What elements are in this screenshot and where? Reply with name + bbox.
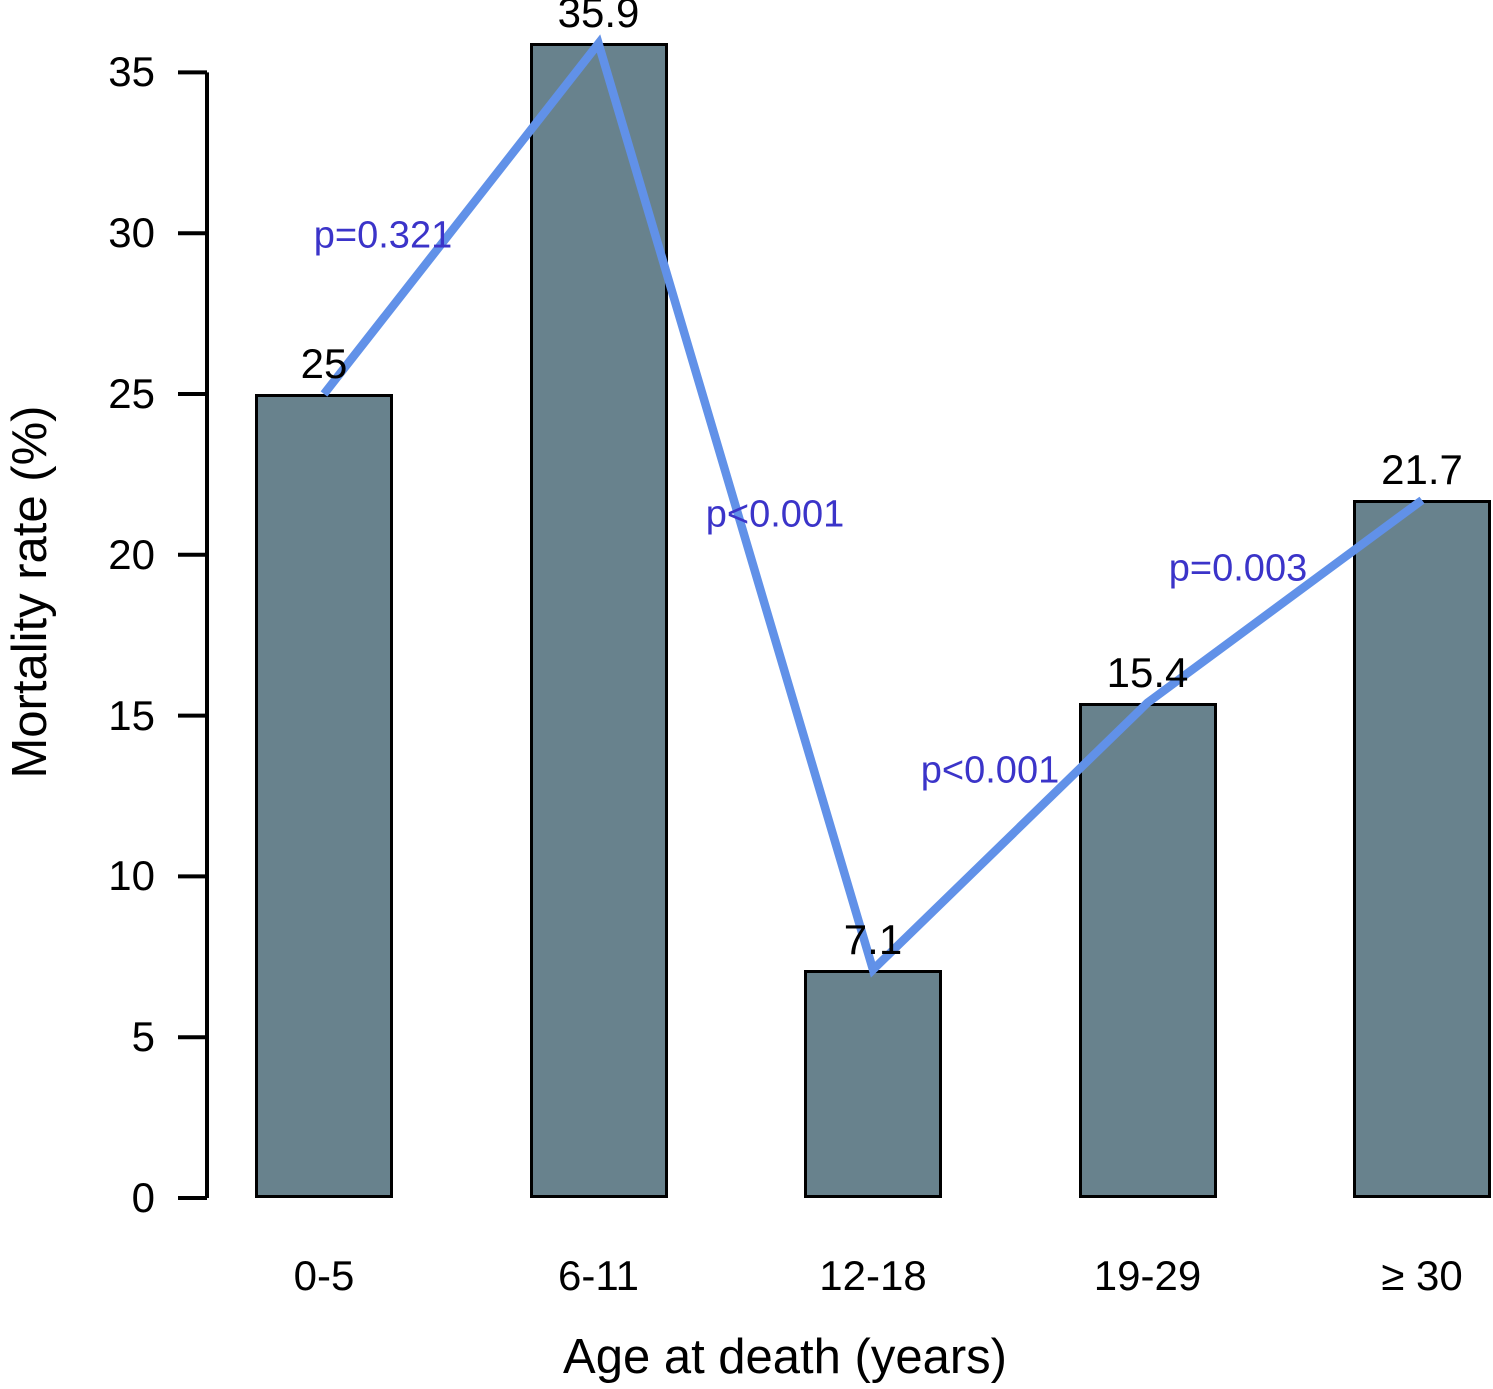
p-value-label: p=0.321 <box>313 214 453 257</box>
y-tick-label: 30 <box>108 209 155 257</box>
p-value-label: p<0.001 <box>705 493 845 536</box>
x-category-label: 12-18 <box>819 1252 927 1299</box>
bar-12-18 <box>804 969 942 1198</box>
x-category-label: 0-5 <box>293 1252 355 1299</box>
y-tick-label: 15 <box>108 691 155 739</box>
x-category-label: 6-11 <box>558 1252 639 1299</box>
bar-19-29 <box>1078 702 1217 1198</box>
x-category-label: 19-29 <box>1093 1252 1202 1299</box>
y-tick-label: 0 <box>131 1174 155 1221</box>
bar-0-5 <box>255 394 393 1198</box>
bar-value-label: 25 <box>300 339 348 387</box>
bar-value-label: 15.4 <box>1106 648 1189 696</box>
bar-30 <box>1353 500 1491 1198</box>
y-tick-label: 10 <box>108 852 155 900</box>
y-tick-label: 25 <box>108 370 155 417</box>
p-value-label: p=0.003 <box>1168 547 1308 590</box>
trend-line <box>320 34 1425 978</box>
bar-value-label: 35.9 <box>557 0 640 37</box>
x-category-label: ≥ 30 <box>1381 1252 1463 1299</box>
y-tick-label: 5 <box>131 1013 155 1061</box>
p-value-label: p<0.001 <box>920 749 1060 792</box>
y-tick-label: 20 <box>108 530 155 578</box>
bar-value-label: 7.1 <box>843 915 903 963</box>
x-axis-title: Age at death (years) <box>563 1330 1007 1384</box>
bar-6-11 <box>529 43 668 1198</box>
y-tick-label: 35 <box>108 48 155 96</box>
bar-value-label: 21.7 <box>1381 446 1463 494</box>
